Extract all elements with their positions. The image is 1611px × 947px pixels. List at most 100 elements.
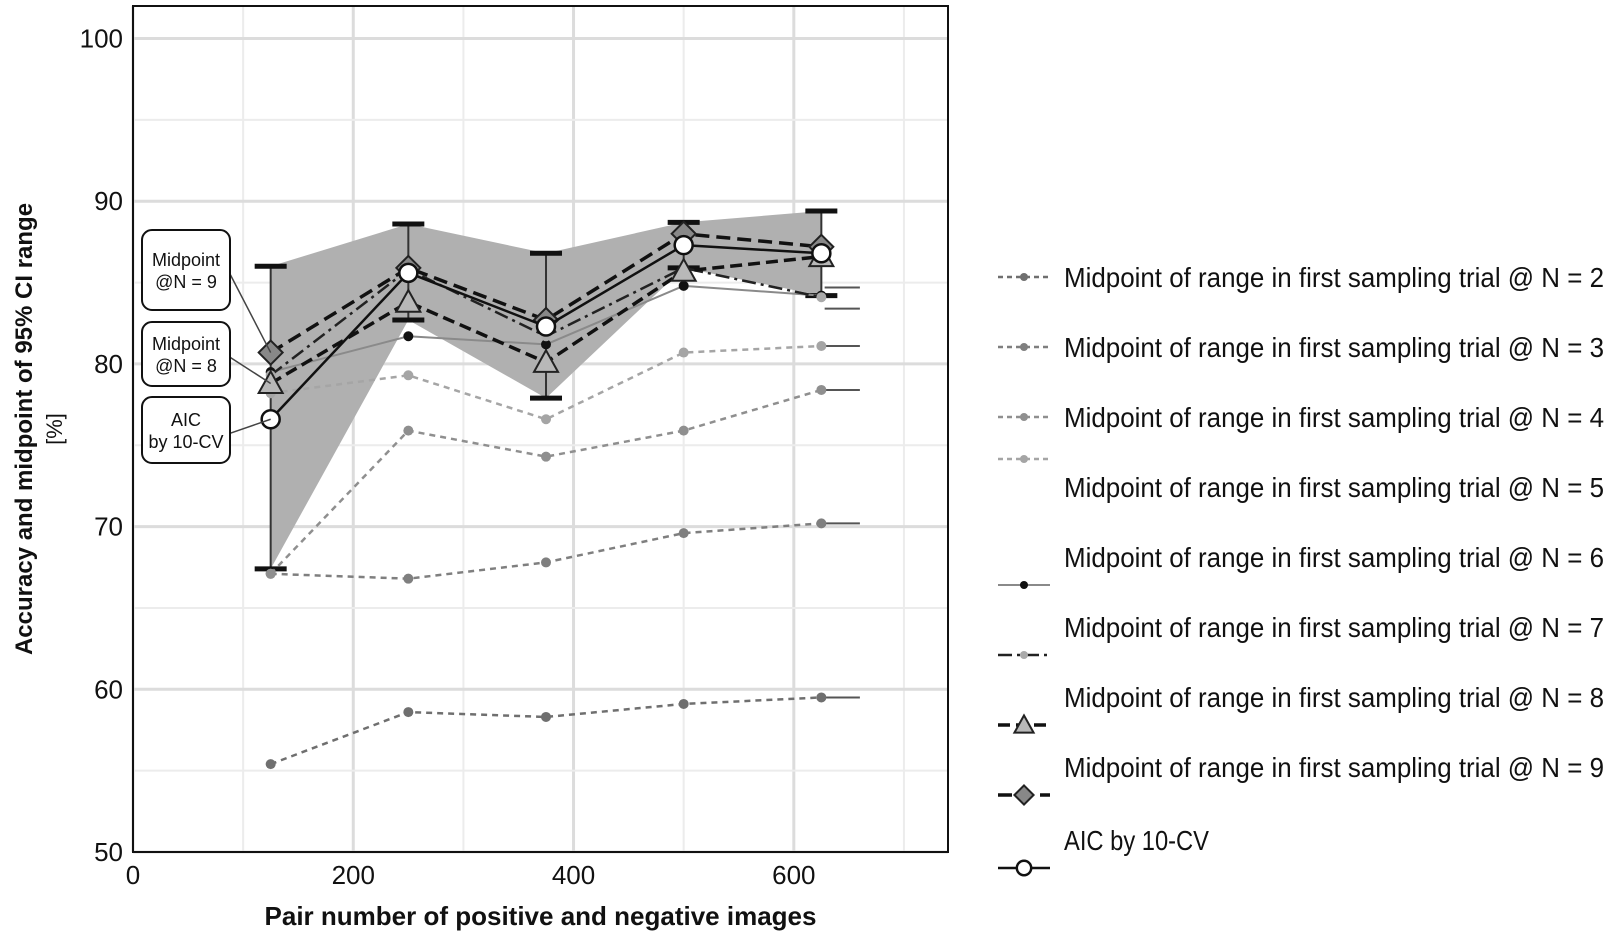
y-axis-label-line1: Accuracy and midpoint of 95% CI range xyxy=(11,203,38,655)
series-line xyxy=(269,232,822,355)
legend-label: Midpoint of range in first sampling tria… xyxy=(1064,472,1604,503)
point-marker xyxy=(1020,413,1028,421)
legend-entry: Midpoint of range in first sampling tria… xyxy=(998,332,1604,363)
y-tick-label: 50 xyxy=(94,837,123,867)
point-marker xyxy=(811,243,832,264)
x-tick-labels: 0 200 400 600 xyxy=(126,860,816,890)
legend-entry: AIC by 10-CV xyxy=(998,825,1209,877)
point-marker xyxy=(541,451,552,462)
point-marker xyxy=(816,292,827,303)
legend: Midpoint of range in first sampling tria… xyxy=(998,262,1604,877)
y-tick-label: 60 xyxy=(94,674,123,704)
series-9 xyxy=(260,234,832,430)
legend-label: Midpoint of range in first sampling tria… xyxy=(1064,752,1604,783)
annotation-text: by 10-CV xyxy=(148,432,223,452)
annotation-leader xyxy=(229,418,271,435)
legend-entry: Midpoint of range in first sampling tria… xyxy=(998,612,1604,659)
plot-area xyxy=(133,6,948,852)
point-marker xyxy=(678,425,689,436)
point-marker xyxy=(816,692,827,703)
y-tick-label: 100 xyxy=(80,24,123,54)
annotation-text: @N = 9 xyxy=(155,272,217,292)
y-tick-label: 90 xyxy=(94,186,123,216)
point-marker xyxy=(816,341,827,352)
point-marker xyxy=(678,347,689,358)
series-line xyxy=(269,388,822,575)
legend-entry: Midpoint of range in first sampling tria… xyxy=(998,542,1604,589)
legend-entry: Midpoint of range in first sampling tria… xyxy=(998,262,1604,293)
legend-entry: Midpoint of range in first sampling tria… xyxy=(998,455,1604,503)
point-marker xyxy=(403,331,414,342)
point-marker xyxy=(1020,581,1028,589)
x-tick-label: 400 xyxy=(552,860,595,890)
point-marker xyxy=(678,280,689,291)
annotation-box xyxy=(141,229,231,311)
x-tick-label: 0 xyxy=(126,860,140,890)
point-marker xyxy=(669,257,698,282)
annotation-text: Midpoint xyxy=(152,250,220,270)
legend-label: AIC by 10-CV xyxy=(1064,825,1209,856)
series-1 xyxy=(265,692,827,770)
point-marker xyxy=(403,425,414,436)
point-marker xyxy=(1020,455,1028,463)
plot-border xyxy=(132,5,949,853)
annotation-text: @N = 8 xyxy=(155,356,217,376)
point-marker xyxy=(1020,273,1028,281)
legend-label: Midpoint of range in first sampling tria… xyxy=(1064,332,1604,363)
point-marker xyxy=(1012,713,1036,734)
y-axis-label: Accuracy and midpoint of 95% CI range [%] xyxy=(11,203,67,655)
legend-label: Midpoint of range in first sampling tria… xyxy=(1064,262,1604,293)
point-marker xyxy=(816,384,827,395)
y-tick-labels: 50 60 70 80 90 100 xyxy=(80,24,123,867)
annotation-text: AIC xyxy=(171,410,201,430)
point-marker xyxy=(678,698,689,709)
legend-entry: Midpoint of range in first sampling tria… xyxy=(998,752,1604,807)
point-marker xyxy=(816,518,827,529)
y-tick-label: 70 xyxy=(94,512,123,542)
point-marker xyxy=(256,369,285,395)
legend-label: Midpoint of range in first sampling tria… xyxy=(1064,402,1604,433)
annotation-text: Midpoint xyxy=(152,334,220,354)
point-marker xyxy=(673,234,694,256)
legend-entry: Midpoint of range in first sampling tria… xyxy=(998,682,1604,734)
point-marker xyxy=(403,573,414,584)
legend-label: Midpoint of range in first sampling tria… xyxy=(1064,612,1604,643)
legend-label: Midpoint of range in first sampling tria… xyxy=(1064,542,1604,573)
point-marker xyxy=(541,414,552,425)
point-marker xyxy=(394,288,423,313)
legend-entry: Midpoint of range in first sampling tria… xyxy=(998,402,1604,433)
point-marker xyxy=(541,711,552,722)
annotation-callout: Midpoint@N = 9 xyxy=(141,229,272,353)
point-marker xyxy=(1020,343,1028,351)
point-marker xyxy=(1012,783,1036,807)
annotation-callout: Midpoint@N = 8 xyxy=(141,321,272,387)
point-marker xyxy=(265,759,276,770)
x-axis-label: Pair number of positive and negative ima… xyxy=(265,901,817,931)
y-tick-label: 80 xyxy=(94,349,123,379)
legend-label: Midpoint of range in first sampling tria… xyxy=(1064,682,1604,713)
point-marker xyxy=(398,262,419,284)
point-marker xyxy=(1015,859,1033,877)
point-marker xyxy=(265,568,276,579)
end-ticks xyxy=(824,286,860,699)
x-tick-label: 600 xyxy=(772,860,815,890)
series-3 xyxy=(265,384,827,579)
annotation-leader xyxy=(229,273,272,353)
point-marker xyxy=(541,339,552,350)
y-axis-label-line2: [%] xyxy=(42,413,67,445)
point-marker xyxy=(403,707,414,718)
point-marker xyxy=(403,370,414,381)
annotation-leader xyxy=(229,356,272,385)
point-marker xyxy=(535,316,557,337)
x-tick-label: 200 xyxy=(332,860,375,890)
series-line xyxy=(270,344,822,421)
annotation-box xyxy=(141,396,231,464)
point-marker xyxy=(1020,651,1028,659)
point-marker xyxy=(541,557,552,568)
series-group xyxy=(256,220,836,770)
annotation-box xyxy=(141,321,231,387)
